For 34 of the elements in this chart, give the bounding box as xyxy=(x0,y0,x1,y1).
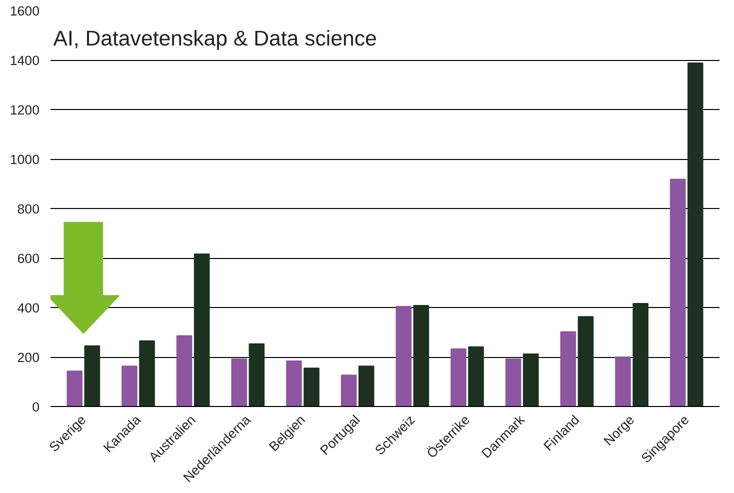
bar xyxy=(286,360,302,406)
bar xyxy=(139,340,155,406)
y-tick-label: 600 xyxy=(17,251,40,266)
bar xyxy=(632,303,648,406)
bar xyxy=(670,178,686,406)
y-tick-label: 200 xyxy=(17,350,40,365)
bar xyxy=(358,366,374,406)
y-tick-label: 400 xyxy=(17,300,40,316)
bar xyxy=(468,346,484,406)
y-tick-label: 1400 xyxy=(10,53,40,68)
bar xyxy=(194,254,210,406)
bar xyxy=(450,348,466,406)
bar xyxy=(248,343,265,406)
y-tick-label: 1600 xyxy=(10,4,40,18)
y-tick-label: 0 xyxy=(32,400,40,414)
bar xyxy=(615,356,631,406)
bar xyxy=(413,305,430,406)
bar xyxy=(231,358,248,406)
bar xyxy=(122,366,138,406)
y-tick-label: 800 xyxy=(17,202,40,216)
bar xyxy=(340,374,357,406)
bar xyxy=(578,316,594,406)
bar xyxy=(687,62,704,406)
bar xyxy=(66,370,83,406)
bar xyxy=(304,368,320,406)
y-tick-label: 1000 xyxy=(10,152,40,167)
bar xyxy=(560,331,576,406)
bar xyxy=(396,306,412,406)
text: AI, Datavetenskap & Data science xyxy=(53,26,377,50)
bar xyxy=(505,358,522,406)
bar xyxy=(176,335,192,406)
y-tick-label: 1200 xyxy=(10,102,40,118)
bar xyxy=(84,345,100,406)
bar xyxy=(522,354,539,406)
